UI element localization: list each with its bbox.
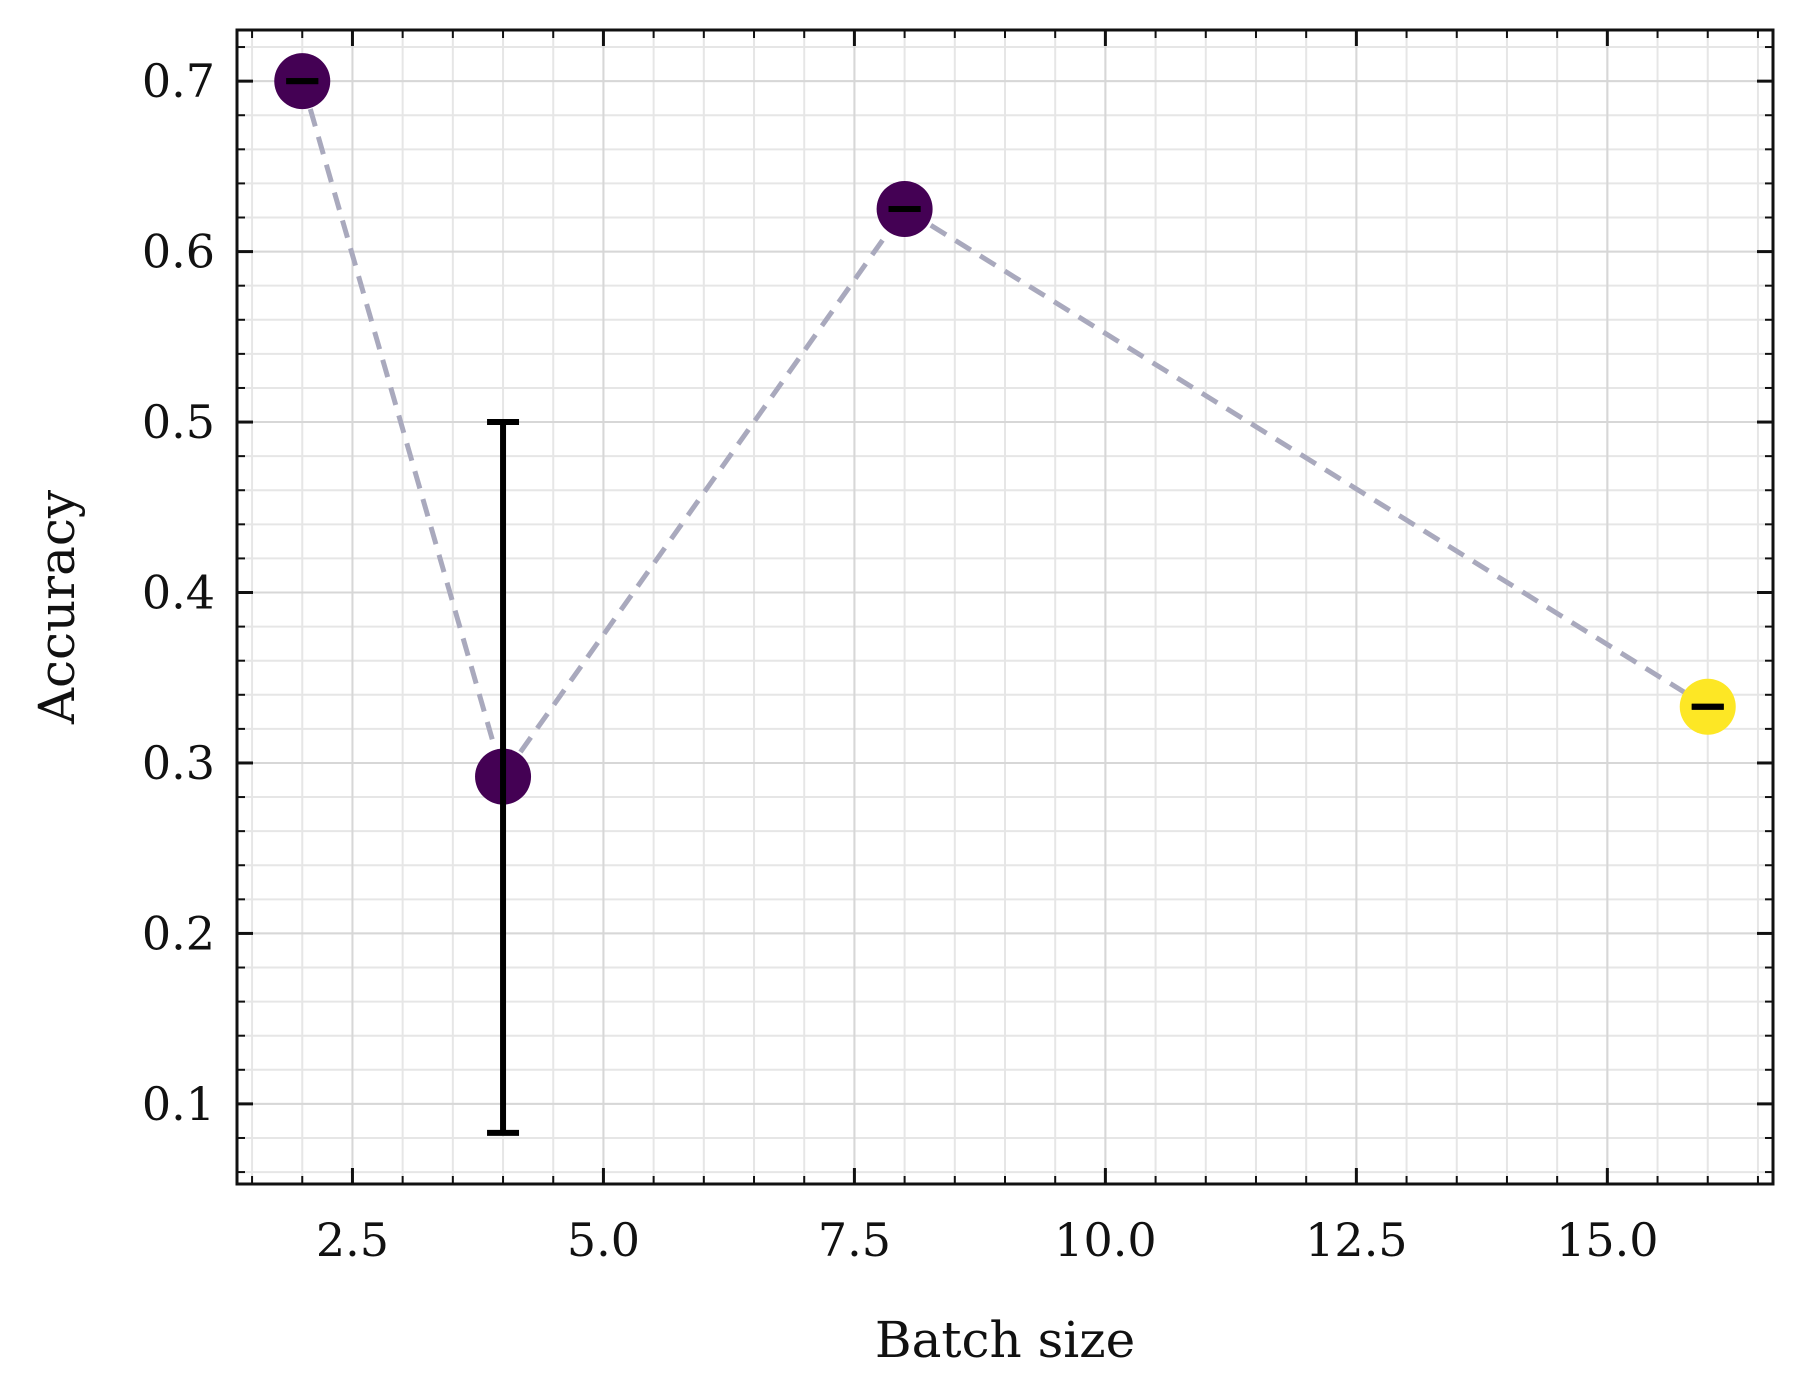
x-tick-label: 10.0: [1054, 1213, 1156, 1267]
x-tick-label: 7.5: [818, 1213, 891, 1267]
y-tick-label: 0.5: [142, 395, 215, 449]
y-tick-labels: 0.1 0.2 0.3 0.4 0.5 0.6 0.7: [142, 54, 215, 1131]
error-bars: [286, 78, 1724, 1136]
x-tick-label: 12.5: [1305, 1213, 1407, 1267]
y-axis-label: Accuracy: [28, 489, 86, 725]
minor-grid: [237, 30, 1773, 1184]
x-tick-label: 5.0: [567, 1213, 640, 1267]
y-tick-label: 0.3: [142, 736, 215, 790]
error-bar: [487, 419, 520, 1136]
major-grid: [237, 30, 1773, 1184]
x-tick-labels: 2.5 5.0 7.5 10.0 12.5 15.0: [316, 1213, 1659, 1267]
x-tick-label: 15.0: [1556, 1213, 1658, 1267]
x-tick-label: 2.5: [316, 1213, 389, 1267]
connector-line-group: [299, 80, 1710, 783]
y-tick-label: 0.7: [142, 54, 215, 108]
y-tick-label: 0.6: [142, 225, 215, 279]
y-tick-label: 0.2: [142, 906, 215, 960]
connector-line: [299, 80, 1710, 783]
y-tick-label: 0.4: [142, 566, 215, 620]
plot-frame: [235, 28, 1775, 1186]
y-tick-label: 0.1: [142, 1077, 215, 1131]
x-axis-label: Batch size: [875, 1311, 1135, 1369]
